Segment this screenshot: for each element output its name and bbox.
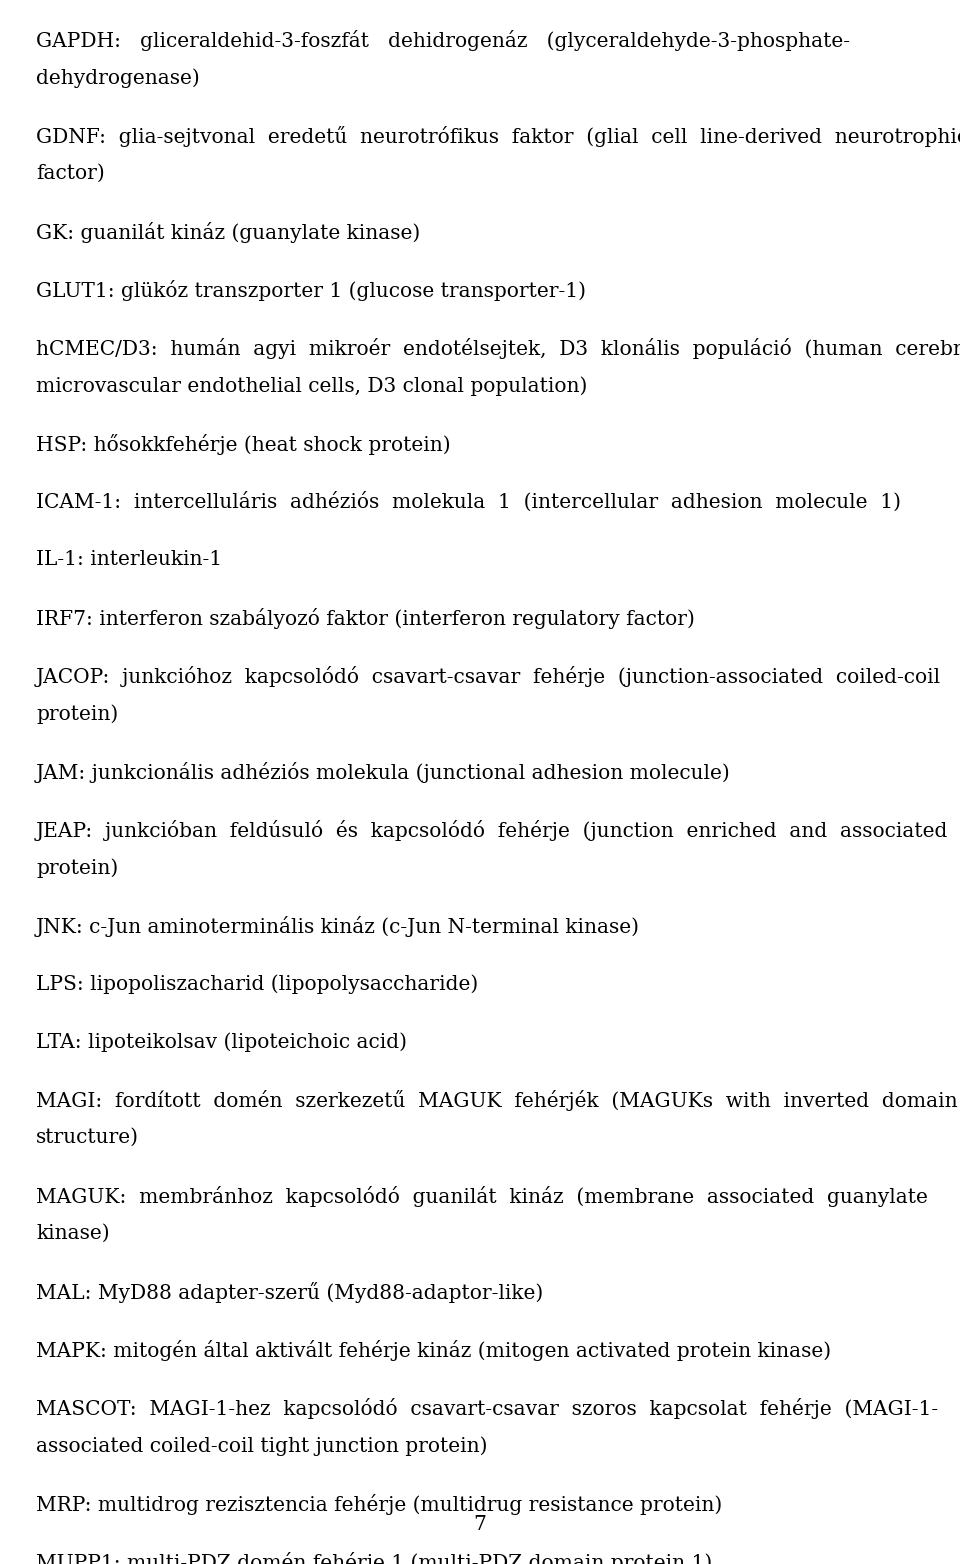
Text: hCMEC/D3:  humán  agyi  mikroér  endotélsejtek,  D3  klonális  populáció  (human: hCMEC/D3: humán agyi mikroér endotélsejt…: [36, 338, 960, 360]
Text: protein): protein): [36, 704, 118, 724]
Text: factor): factor): [36, 164, 105, 183]
Text: microvascular endothelial cells, D3 clonal population): microvascular endothelial cells, D3 clon…: [36, 375, 588, 396]
Text: MAL: MyD88 adapter-szerű (Myd88-adaptor-like): MAL: MyD88 adapter-szerű (Myd88-adaptor-…: [36, 1282, 543, 1303]
Text: MAGUK:  membránhoz  kapcsolódó  guanilát  kináz  (membrane  associated  guanylat: MAGUK: membránhoz kapcsolódó guanilát ki…: [36, 1186, 928, 1207]
Text: dehydrogenase): dehydrogenase): [36, 67, 200, 88]
Text: MAPK: mitogén által aktivált fehérje kináz (mitogen activated protein kinase): MAPK: mitogén által aktivált fehérje kin…: [36, 1340, 831, 1361]
Text: LPS: lipopoliszacharid (lipopolysaccharide): LPS: lipopoliszacharid (lipopolysacchari…: [36, 974, 478, 993]
Text: JACOP:  junkcióhoz  kapcsolódó  csavart-csavar  fehérje  (junction-associated  c: JACOP: junkcióhoz kapcsolódó csavart-csa…: [36, 666, 941, 687]
Text: MUPP1: multi-PDZ domén fehérje 1 (multi-PDZ domain protein 1): MUPP1: multi-PDZ domén fehérje 1 (multi-…: [36, 1551, 712, 1564]
Text: LTA: lipoteikolsav (lipoteichoic acid): LTA: lipoteikolsav (lipoteichoic acid): [36, 1032, 407, 1051]
Text: MASCOT:  MAGI-1-hez  kapcsolódó  csavart-csavar  szoros  kapcsolat  fehérje  (MA: MASCOT: MAGI-1-hez kapcsolódó csavart-cs…: [36, 1398, 938, 1419]
Text: JAM: junkcionális adhéziós molekula (junctional adhesion molecule): JAM: junkcionális adhéziós molekula (jun…: [36, 762, 731, 784]
Text: GDNF:  glia-sejtvonal  eredetű  neurotrófikus  faktor  (glial  cell  line-derive: GDNF: glia-sejtvonal eredetű neurotrófik…: [36, 127, 960, 147]
Text: protein): protein): [36, 859, 118, 877]
Text: IRF7: interferon szabályozó faktor (interferon regulatory factor): IRF7: interferon szabályozó faktor (inte…: [36, 608, 695, 629]
Text: JEAP:  junkcióban  feldúsuló  és  kapcsolódó  fehérje  (junction  enriched  and : JEAP: junkcióban feldúsuló és kapcsolódó…: [36, 820, 948, 841]
Text: IL-1: interleukin-1: IL-1: interleukin-1: [36, 551, 222, 569]
Text: JNK: c-Jun aminoterminális kináz (c-Jun N-terminal kinase): JNK: c-Jun aminoterminális kináz (c-Jun …: [36, 917, 640, 937]
Text: 7: 7: [473, 1516, 487, 1534]
Text: MRP: multidrog rezisztencia fehérje (multidrug resistance protein): MRP: multidrog rezisztencia fehérje (mul…: [36, 1494, 722, 1516]
Text: GAPDH:   gliceraldehid-3-foszfát   dehidrogenáz   (glyceraldehyde-3-phosphate-: GAPDH: gliceraldehid-3-foszfát dehidroge…: [36, 30, 850, 52]
Text: HSP: hősokkfehérje (heat shock protein): HSP: hősokkfehérje (heat shock protein): [36, 433, 450, 455]
Text: associated coiled-coil tight junction protein): associated coiled-coil tight junction pr…: [36, 1436, 488, 1456]
Text: ICAM-1:  intercelluláris  adhéziós  molekula  1  (intercellular  adhesion  molec: ICAM-1: intercelluláris adhéziós molekul…: [36, 493, 901, 513]
Text: MAGI:  fordított  domén  szerkezetű  MAGUK  fehérjék  (MAGUKs  with  inverted  d: MAGI: fordított domén szerkezetű MAGUK f…: [36, 1090, 958, 1110]
Text: kinase): kinase): [36, 1225, 109, 1243]
Text: structure): structure): [36, 1128, 139, 1146]
Text: GLUT1: glükóz transzporter 1 (glucose transporter-1): GLUT1: glükóz transzporter 1 (glucose tr…: [36, 280, 586, 300]
Text: GK: guanilát kináz (guanylate kinase): GK: guanilát kináz (guanylate kinase): [36, 222, 420, 242]
